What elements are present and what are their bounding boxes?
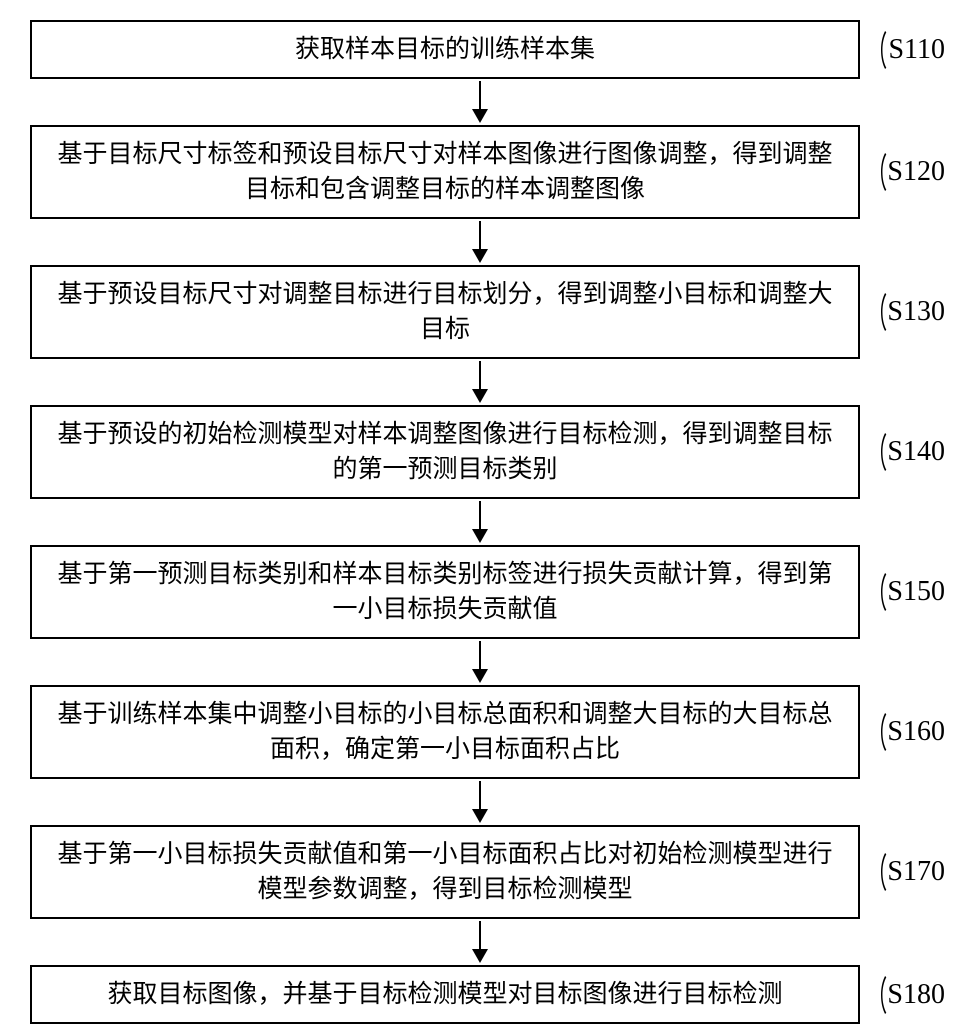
arrow-line <box>479 221 481 249</box>
arrow-down-icon <box>479 641 481 683</box>
step-text: 获取样本目标的训练样本集 <box>295 32 595 67</box>
arrow-down-icon <box>479 501 481 543</box>
step-label: S130 <box>887 296 945 328</box>
step-row: 基于第一预测目标类别和样本目标类别标签进行损失贡献计算，得到第一小目标损失贡献值… <box>20 545 940 639</box>
step-label: S170 <box>887 856 945 888</box>
step-label: S110 <box>888 34 945 66</box>
step-label: S180 <box>887 979 945 1011</box>
arrow-down-icon <box>479 361 481 403</box>
arrow-head-icon <box>472 529 488 543</box>
step-text: 基于训练样本集中调整小目标的小目标总面积和调整大目标的大目标总面积，确定第一小目… <box>52 697 838 767</box>
flowchart-container: 获取样本目标的训练样本集 ︶ S110 基于目标尺寸标签和预设目标尺寸对样本图像… <box>20 20 940 1024</box>
arrow-head-icon <box>472 949 488 963</box>
step-label: S160 <box>887 716 945 748</box>
arrow-line <box>479 641 481 669</box>
step-box-s110: 获取样本目标的训练样本集 <box>30 20 860 79</box>
step-box-s140: 基于预设的初始检测模型对样本调整图像进行目标检测，得到调整目标的第一预测目标类别 <box>30 405 860 499</box>
arrow-down-icon <box>479 781 481 823</box>
arrow-head-icon <box>472 109 488 123</box>
step-text: 获取目标图像，并基于目标检测模型对目标图像进行目标检测 <box>107 977 782 1012</box>
arrow-down-icon <box>479 921 481 963</box>
step-text: 基于第一小目标损失贡献值和第一小目标面积占比对初始检测模型进行模型参数调整，得到… <box>52 837 838 907</box>
step-box-s160: 基于训练样本集中调整小目标的小目标总面积和调整大目标的大目标总面积，确定第一小目… <box>30 685 860 779</box>
step-box-s170: 基于第一小目标损失贡献值和第一小目标面积占比对初始检测模型进行模型参数调整，得到… <box>30 825 860 919</box>
step-row: 基于训练样本集中调整小目标的小目标总面积和调整大目标的大目标总面积，确定第一小目… <box>20 685 940 779</box>
arrow-line <box>479 81 481 109</box>
step-label: S150 <box>887 576 945 608</box>
arrow-head-icon <box>472 249 488 263</box>
step-label: S140 <box>887 436 945 468</box>
step-box-s150: 基于第一预测目标类别和样本目标类别标签进行损失贡献计算，得到第一小目标损失贡献值 <box>30 545 860 639</box>
step-text: 基于第一预测目标类别和样本目标类别标签进行损失贡献计算，得到第一小目标损失贡献值 <box>52 557 838 627</box>
arrow-line <box>479 921 481 949</box>
step-box-s130: 基于预设目标尺寸对调整目标进行目标划分，得到调整小目标和调整大目标 <box>30 265 860 359</box>
step-row: 获取目标图像，并基于目标检测模型对目标图像进行目标检测 ︶ S180 <box>20 965 940 1024</box>
step-row: 基于目标尺寸标签和预设目标尺寸对样本图像进行图像调整，得到调整目标和包含调整目标… <box>20 125 940 219</box>
arrow-down-icon <box>479 221 481 263</box>
step-label: S120 <box>887 156 945 188</box>
step-row: 基于第一小目标损失贡献值和第一小目标面积占比对初始检测模型进行模型参数调整，得到… <box>20 825 940 919</box>
step-text: 基于预设的初始检测模型对样本调整图像进行目标检测，得到调整目标的第一预测目标类别 <box>52 417 838 487</box>
arrow-head-icon <box>472 389 488 403</box>
step-row: 获取样本目标的训练样本集 ︶ S110 <box>20 20 940 79</box>
step-row: 基于预设目标尺寸对调整目标进行目标划分，得到调整小目标和调整大目标 ︶ S130 <box>20 265 940 359</box>
step-text: 基于预设目标尺寸对调整目标进行目标划分，得到调整小目标和调整大目标 <box>52 277 838 347</box>
arrow-line <box>479 361 481 389</box>
arrow-down-icon <box>479 81 481 123</box>
step-box-s120: 基于目标尺寸标签和预设目标尺寸对样本图像进行图像调整，得到调整目标和包含调整目标… <box>30 125 860 219</box>
step-row: 基于预设的初始检测模型对样本调整图像进行目标检测，得到调整目标的第一预测目标类别… <box>20 405 940 499</box>
arrow-head-icon <box>472 809 488 823</box>
arrow-line <box>479 781 481 809</box>
step-text: 基于目标尺寸标签和预设目标尺寸对样本图像进行图像调整，得到调整目标和包含调整目标… <box>52 137 838 207</box>
arrow-line <box>479 501 481 529</box>
step-box-s180: 获取目标图像，并基于目标检测模型对目标图像进行目标检测 <box>30 965 860 1024</box>
arrow-head-icon <box>472 669 488 683</box>
